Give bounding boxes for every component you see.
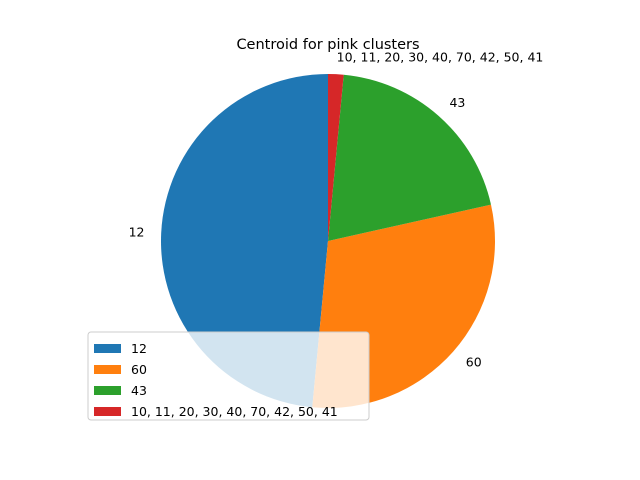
slice-label-2: 43 — [449, 95, 465, 110]
legend-label-3: 10, 11, 20, 30, 40, 70, 42, 50, 41 — [131, 404, 338, 419]
legend-label-0: 12 — [131, 341, 147, 356]
legend-swatch-2 — [94, 386, 121, 395]
legend-label-2: 43 — [131, 383, 147, 398]
legend-swatch-1 — [94, 365, 121, 374]
legend: 12 60 43 10, 11, 20, 30, 40, 70, 42, 50, 4… — [87, 331, 370, 421]
slice-label-3: 10, 11, 20, 30, 40, 70, 42, 50, 41 — [337, 50, 544, 65]
slice-label-0: 12 — [129, 224, 145, 239]
pie-slice-0 — [160, 74, 328, 408]
chart-title: Centroid for pink clusters — [236, 37, 419, 53]
legend-label-1: 60 — [131, 362, 147, 377]
legend-swatch-0 — [94, 344, 121, 353]
legend-frame — [87, 331, 370, 421]
pie-slice-2 — [328, 74, 491, 241]
slice-labels: 12 60 43 10, 11, 20, 30, 40, 70, 42, 50, 4… — [129, 50, 544, 370]
legend-swatch-3 — [94, 407, 121, 416]
slice-label-1: 60 — [466, 354, 482, 369]
pie-slice-3 — [328, 74, 344, 241]
